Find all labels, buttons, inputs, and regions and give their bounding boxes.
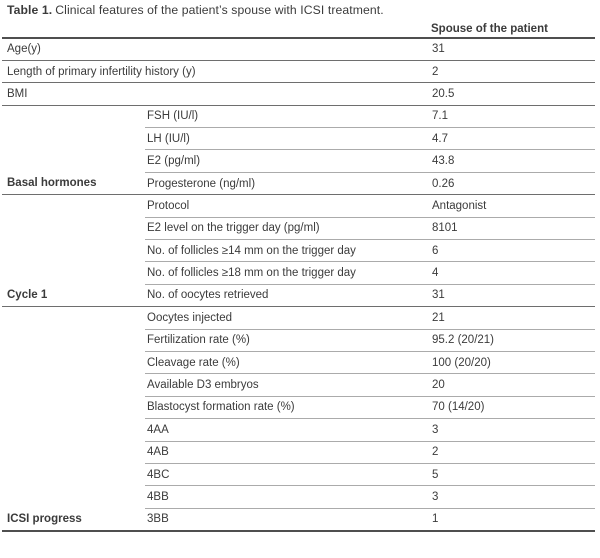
table-title: Table 1. Clinical features of the patient… [2, 3, 595, 17]
group-column-header [2, 21, 145, 39]
table-row: Age(y) 31 [2, 38, 595, 61]
feature-label-cell: Age(y) [2, 38, 431, 61]
feature-label-cell: Blastocyst formation rate (%) [145, 396, 431, 420]
group-label-cell: Cycle 1 [2, 284, 145, 308]
table-row: E2 level on the trigger day (pg/ml) 8101 [2, 217, 595, 241]
feature-label-cell: 4BB [145, 485, 431, 509]
header-row: Spouse of the patient [2, 21, 595, 39]
feature-label-cell: Length of primary infertility history (y… [2, 60, 431, 84]
feature-label-cell: E2 level on the trigger day (pg/ml) [145, 217, 431, 241]
group-label-cell [2, 486, 145, 508]
feature-label-cell: No. of follicles ≥14 mm on the trigger d… [145, 239, 431, 263]
value-cell: 21 [431, 306, 595, 330]
table-row: 4AA 3 [2, 418, 595, 442]
group-label-cell [2, 195, 145, 217]
table-caption: Clinical features of the patient’s spous… [55, 3, 384, 17]
value-cell: 4 [431, 261, 595, 285]
value-cell: 95.2 (20/21) [431, 329, 595, 352]
table-row: Oocytes injected 21 [2, 306, 595, 330]
feature-label-cell: E2 (pg/ml) [145, 149, 431, 173]
feature-label-cell: 4AB [145, 441, 431, 464]
group-label-cell [2, 105, 145, 127]
table-row: FSH (IU/l) 7.1 [2, 105, 595, 129]
group-label-cell [2, 128, 145, 150]
feature-label-cell: 4BC [145, 463, 431, 487]
feature-label-cell: Available D3 embryos [145, 373, 431, 397]
value-cell: 20.5 [431, 82, 595, 106]
feature-label-cell: FSH (IU/l) [145, 105, 431, 129]
table-row: Cleavage rate (%) 100 (20/20) [2, 351, 595, 375]
table-row: Protocol Antagonist [2, 194, 595, 218]
value-cell: 70 (14/20) [431, 396, 595, 420]
group-label-cell [2, 307, 145, 329]
table-body: Age(y) 31 Length of primary infertility hi… [2, 38, 595, 532]
feature-label-cell: LH (IU/l) [145, 127, 431, 151]
table-number-label: Table 1. [7, 3, 53, 17]
feature-label-cell: No. of oocytes retrieved [145, 284, 431, 308]
feature-label-cell: 4AA [145, 418, 431, 442]
value-cell: 3 [431, 485, 595, 509]
value-cell: 5 [431, 463, 595, 487]
value-cell: 20 [431, 373, 595, 397]
feature-label-cell: Progesterone (ng/ml) [145, 172, 431, 196]
group-label-cell [2, 262, 145, 284]
value-cell: 7.1 [431, 105, 595, 129]
feature-label-cell: Oocytes injected [145, 306, 431, 330]
value-cell: 2 [431, 441, 595, 464]
feature-label-cell: Cleavage rate (%) [145, 351, 431, 375]
value-cell: 3 [431, 418, 595, 442]
table-row: 4AB 2 [2, 441, 595, 464]
feature-label-cell: No. of follicles ≥18 mm on the trigger d… [145, 261, 431, 285]
feature-label-cell: 3BB [145, 508, 431, 532]
table-row: BMI 20.5 [2, 82, 595, 106]
table-row: Blastocyst formation rate (%) 70 (14/20) [2, 396, 595, 420]
table-row: No. of follicles ≥18 mm on the trigger d… [2, 261, 595, 285]
group-label-cell [2, 329, 145, 351]
table-row: LH (IU/l) 4.7 [2, 127, 595, 151]
feature-label-cell: BMI [2, 82, 431, 106]
value-cell: 31 [431, 38, 595, 61]
group-label-cell [2, 419, 145, 441]
table-row: Basal hormones Progesterone (ng/ml) 0.26 [2, 172, 595, 196]
group-label-cell [2, 396, 145, 418]
feature-label-cell: Protocol [145, 194, 431, 218]
value-cell: Antagonist [431, 194, 595, 218]
value-cell: 100 (20/20) [431, 351, 595, 375]
value-cell: 1 [431, 508, 595, 532]
group-label-cell [2, 374, 145, 396]
table-row: No. of follicles ≥14 mm on the trigger d… [2, 239, 595, 263]
table-row: Available D3 embryos 20 [2, 373, 595, 397]
value-cell: 2 [431, 60, 595, 84]
feature-label-cell: Fertilization rate (%) [145, 329, 431, 352]
table-row: ICSI progress 3BB 1 [2, 508, 595, 532]
value-cell: 4.7 [431, 127, 595, 151]
table-row: Length of primary infertility history (y… [2, 60, 595, 84]
feature-column-header [145, 21, 431, 39]
group-label-cell: ICSI progress [2, 508, 145, 532]
value-column-header: Spouse of the patient [431, 21, 595, 39]
group-label-cell [2, 217, 145, 239]
group-label-cell: Basal hormones [2, 172, 145, 196]
value-cell: 0.26 [431, 172, 595, 196]
group-label-cell [2, 441, 145, 463]
value-cell: 43.8 [431, 149, 595, 173]
value-cell: 31 [431, 284, 595, 308]
clinical-features-table: Spouse of the patient Age(y) 31 Length of … [2, 21, 595, 532]
group-label-cell [2, 150, 145, 172]
value-cell: 6 [431, 239, 595, 263]
table-row: E2 (pg/ml) 43.8 [2, 149, 595, 173]
table-row: 4BB 3 [2, 485, 595, 509]
group-label-cell [2, 351, 145, 373]
group-label-cell [2, 463, 145, 485]
table-row: Fertilization rate (%) 95.2 (20/21) [2, 329, 595, 352]
group-label-cell [2, 240, 145, 262]
table-row: Cycle 1 No. of oocytes retrieved 31 [2, 284, 595, 308]
value-cell: 8101 [431, 217, 595, 241]
table-row: 4BC 5 [2, 463, 595, 487]
